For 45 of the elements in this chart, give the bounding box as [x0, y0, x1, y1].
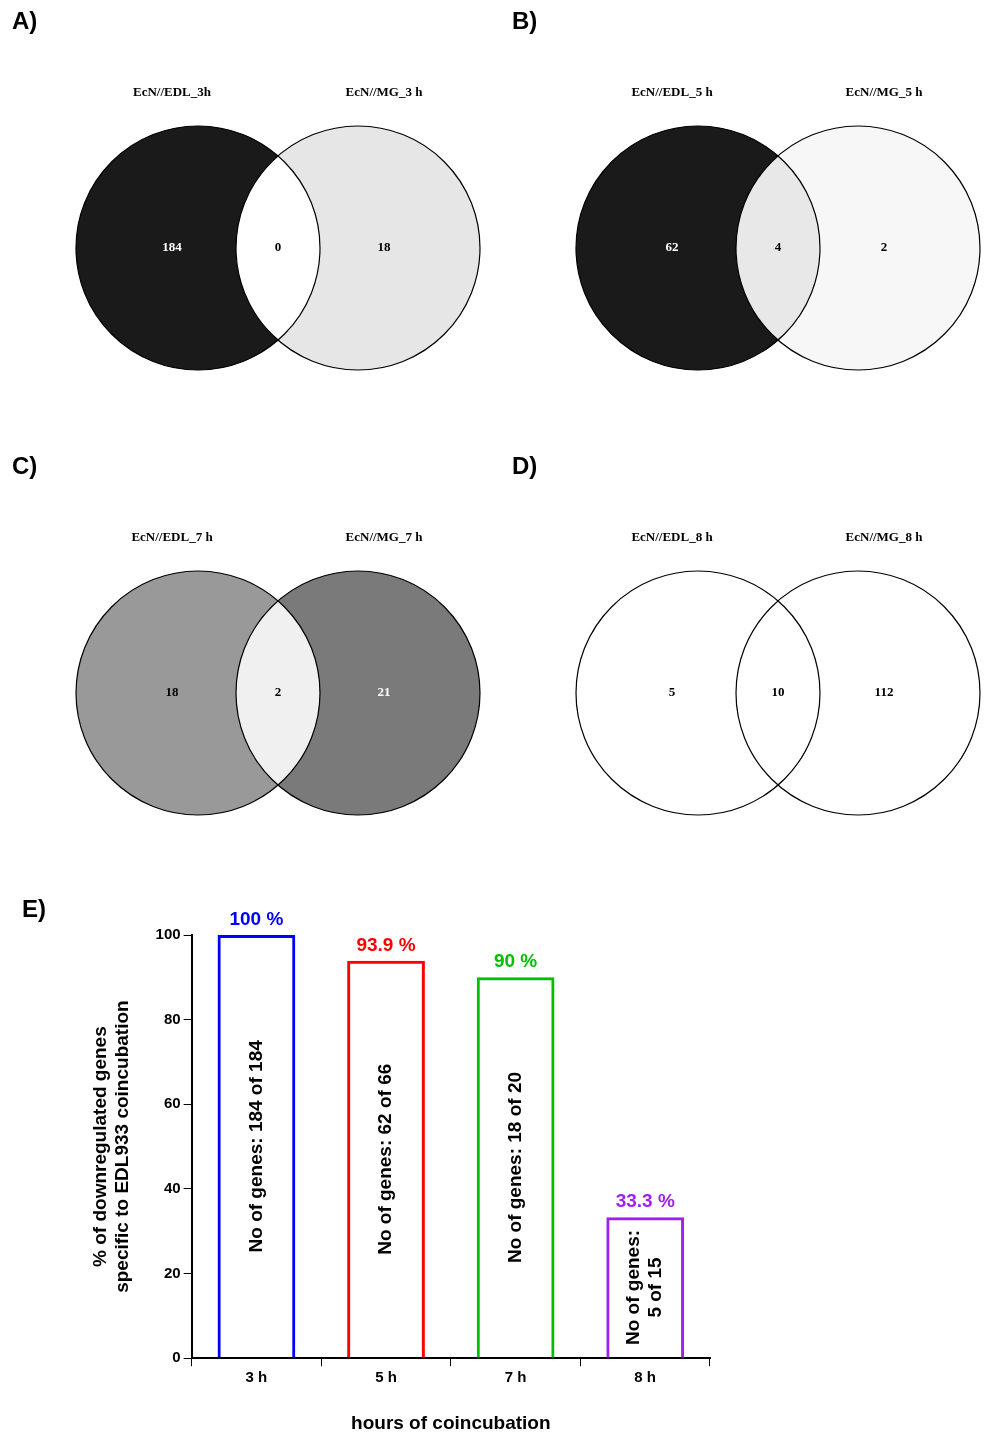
data-label: 2 — [274, 684, 282, 700]
data-label: 100 % — [229, 907, 284, 929]
category-label: EcN//EDL_8 h — [631, 529, 714, 545]
y-tick-label: 100 — [155, 925, 181, 943]
annotation: No of genes: 5 of 15 — [622, 1229, 666, 1346]
category-label: EcN//MG_5 h — [845, 84, 924, 100]
data-label: 112 — [874, 684, 894, 700]
category-label: EcN//EDL_5 h — [631, 84, 714, 100]
text: C) — [12, 451, 38, 479]
x-tick-label: 3 h — [245, 1368, 268, 1386]
data-label: 4 — [774, 239, 782, 255]
x-tick-label: 8 h — [634, 1368, 657, 1386]
annotation: No of genes: 62 of 66 — [374, 1063, 396, 1255]
annotation: No of genes: 18 of 20 — [503, 1071, 525, 1264]
data-label: 21 — [377, 684, 391, 700]
x-tick-label: 5 h — [375, 1368, 397, 1386]
y-tick-label: 60 — [163, 1094, 181, 1112]
x-axis-title: hours of coincubation — [351, 1411, 551, 1433]
text: B) — [512, 6, 538, 34]
y-tick-label: 80 — [163, 1009, 181, 1027]
text: A) — [12, 6, 38, 34]
data-label: 62 — [665, 239, 679, 255]
chart-title: E) — [22, 894, 46, 922]
y-tick-label: 40 — [163, 1179, 181, 1197]
text: D) — [512, 451, 538, 479]
y-tick-label: 20 — [163, 1263, 181, 1281]
data-label: 90 % — [493, 950, 538, 972]
y-axis-title: % of downregulated genes specific to EDL933 coincubation — [88, 1000, 133, 1293]
category-label: EcN//EDL_3h — [132, 84, 212, 100]
data-label: 18 — [165, 684, 179, 700]
data-label: 184 — [162, 239, 183, 255]
annotation: No of genes: 184 of 184 — [244, 1039, 266, 1253]
data-label: 33.3 % — [615, 1190, 675, 1212]
category-label: EcN//MG_7 h — [345, 529, 424, 545]
data-label: 2 — [880, 239, 888, 255]
data-label: 93.9 % — [356, 933, 416, 955]
data-label: 10 — [771, 684, 785, 700]
category-label: EcN//MG_8 h — [845, 529, 924, 545]
category-label: EcN//MG_3 h — [345, 84, 424, 100]
x-tick-label: 7 h — [504, 1368, 527, 1386]
data-label: 0 — [274, 239, 282, 255]
y-tick-label: 0 — [172, 1348, 181, 1366]
data-label: 18 — [377, 239, 391, 255]
category-label: EcN//EDL_7 h — [131, 529, 214, 545]
data-label: 5 — [668, 684, 676, 700]
